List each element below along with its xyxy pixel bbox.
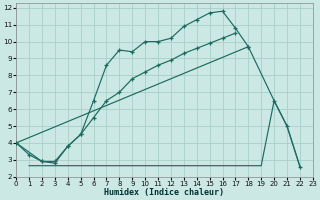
X-axis label: Humidex (Indice chaleur): Humidex (Indice chaleur) <box>105 188 225 197</box>
